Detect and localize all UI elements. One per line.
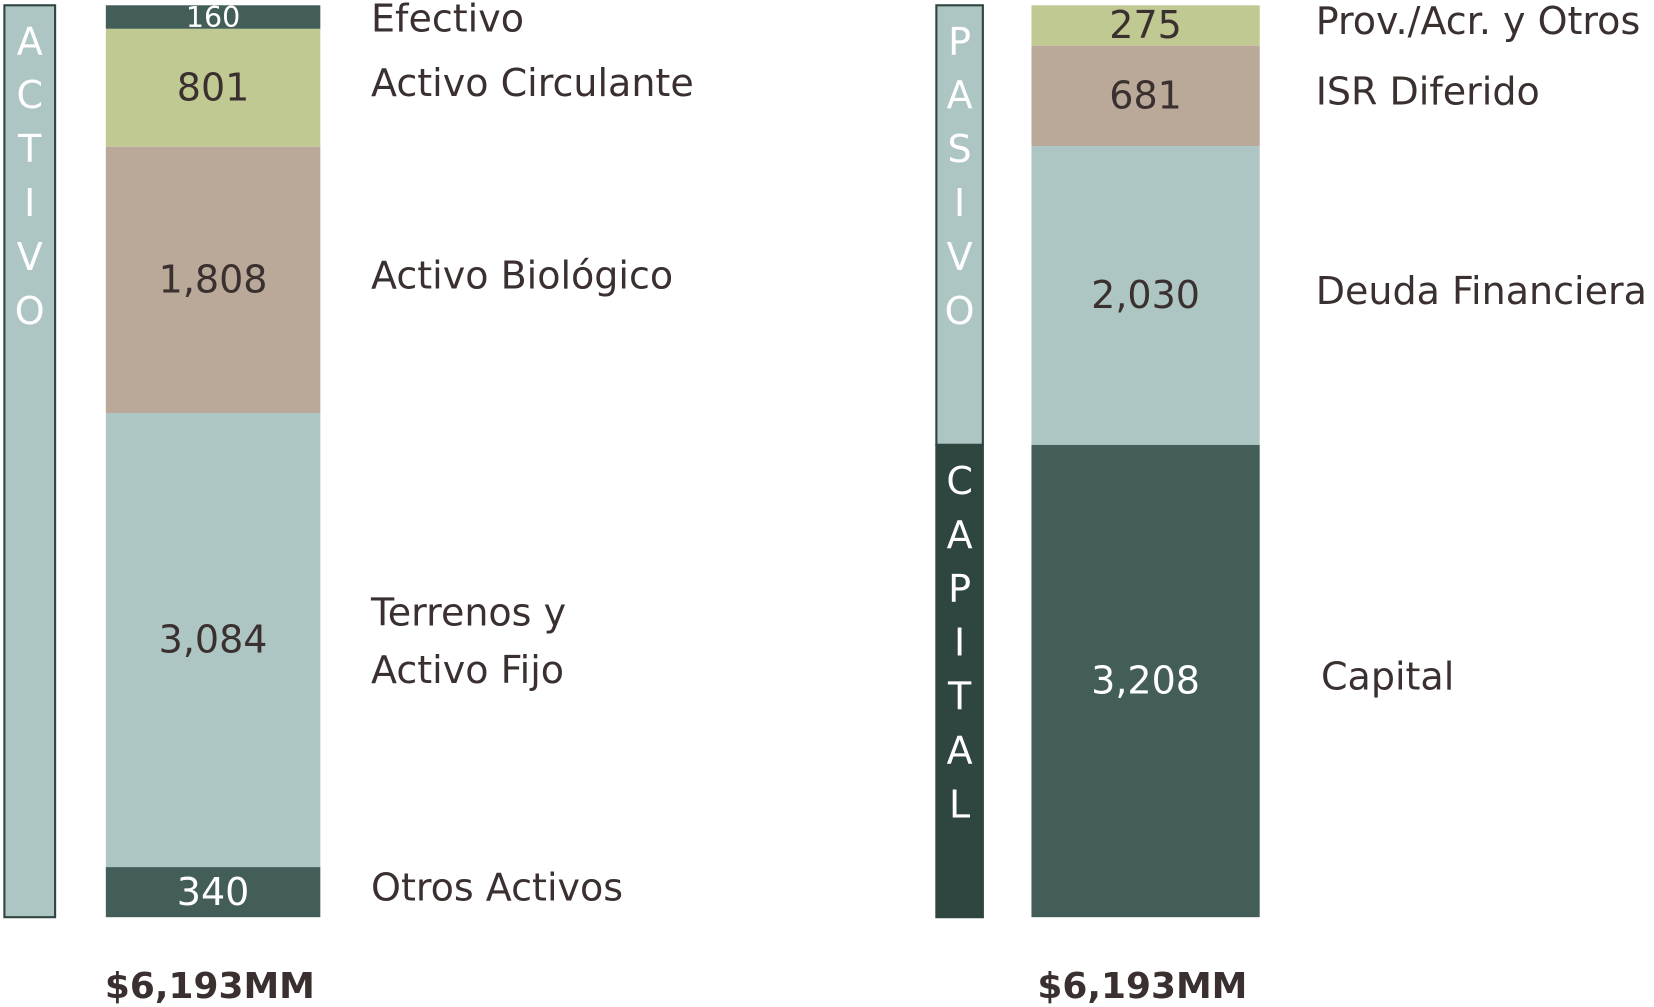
group-bar <box>3 4 57 919</box>
value-label: 1,808 <box>159 258 268 302</box>
category-label: Activo Biológico <box>371 253 673 297</box>
value-label: 801 <box>177 65 250 109</box>
total-label: $6,193MM <box>105 966 315 1007</box>
value-label: 3,084 <box>159 618 268 662</box>
total-label: $6,193MM <box>1037 966 1247 1007</box>
category-label: ISR Diferido <box>1316 69 1540 113</box>
value-label: 340 <box>177 870 250 914</box>
category-label: Capital <box>1321 654 1454 698</box>
category-label: Deuda Financiera <box>1316 269 1647 313</box>
bar-segment <box>105 867 321 918</box>
bar-segment <box>105 146 321 414</box>
bar-segment <box>105 413 321 868</box>
category-label: Terrenos y Activo Fijo <box>370 590 566 691</box>
group-bar <box>935 4 984 446</box>
category-label: Prov./Acr. y Otros <box>1316 0 1641 43</box>
value-label: 2,030 <box>1091 273 1200 317</box>
category-label: Efectivo <box>371 0 524 41</box>
category-label: Otros Activos <box>371 866 623 910</box>
bar-segment <box>1031 444 1260 918</box>
value-label: 681 <box>1109 74 1182 118</box>
bar-segment <box>1031 146 1260 445</box>
category-label: Activo Circulante <box>371 61 694 105</box>
bar-segment <box>1031 5 1260 46</box>
value-label: 3,208 <box>1091 659 1200 703</box>
value-label: 160 <box>186 1 240 34</box>
bar-segment <box>1031 45 1260 147</box>
bar-segment <box>105 28 321 147</box>
bar-segment <box>105 5 321 29</box>
group-bar <box>935 443 984 919</box>
value-label: 275 <box>1109 3 1182 47</box>
